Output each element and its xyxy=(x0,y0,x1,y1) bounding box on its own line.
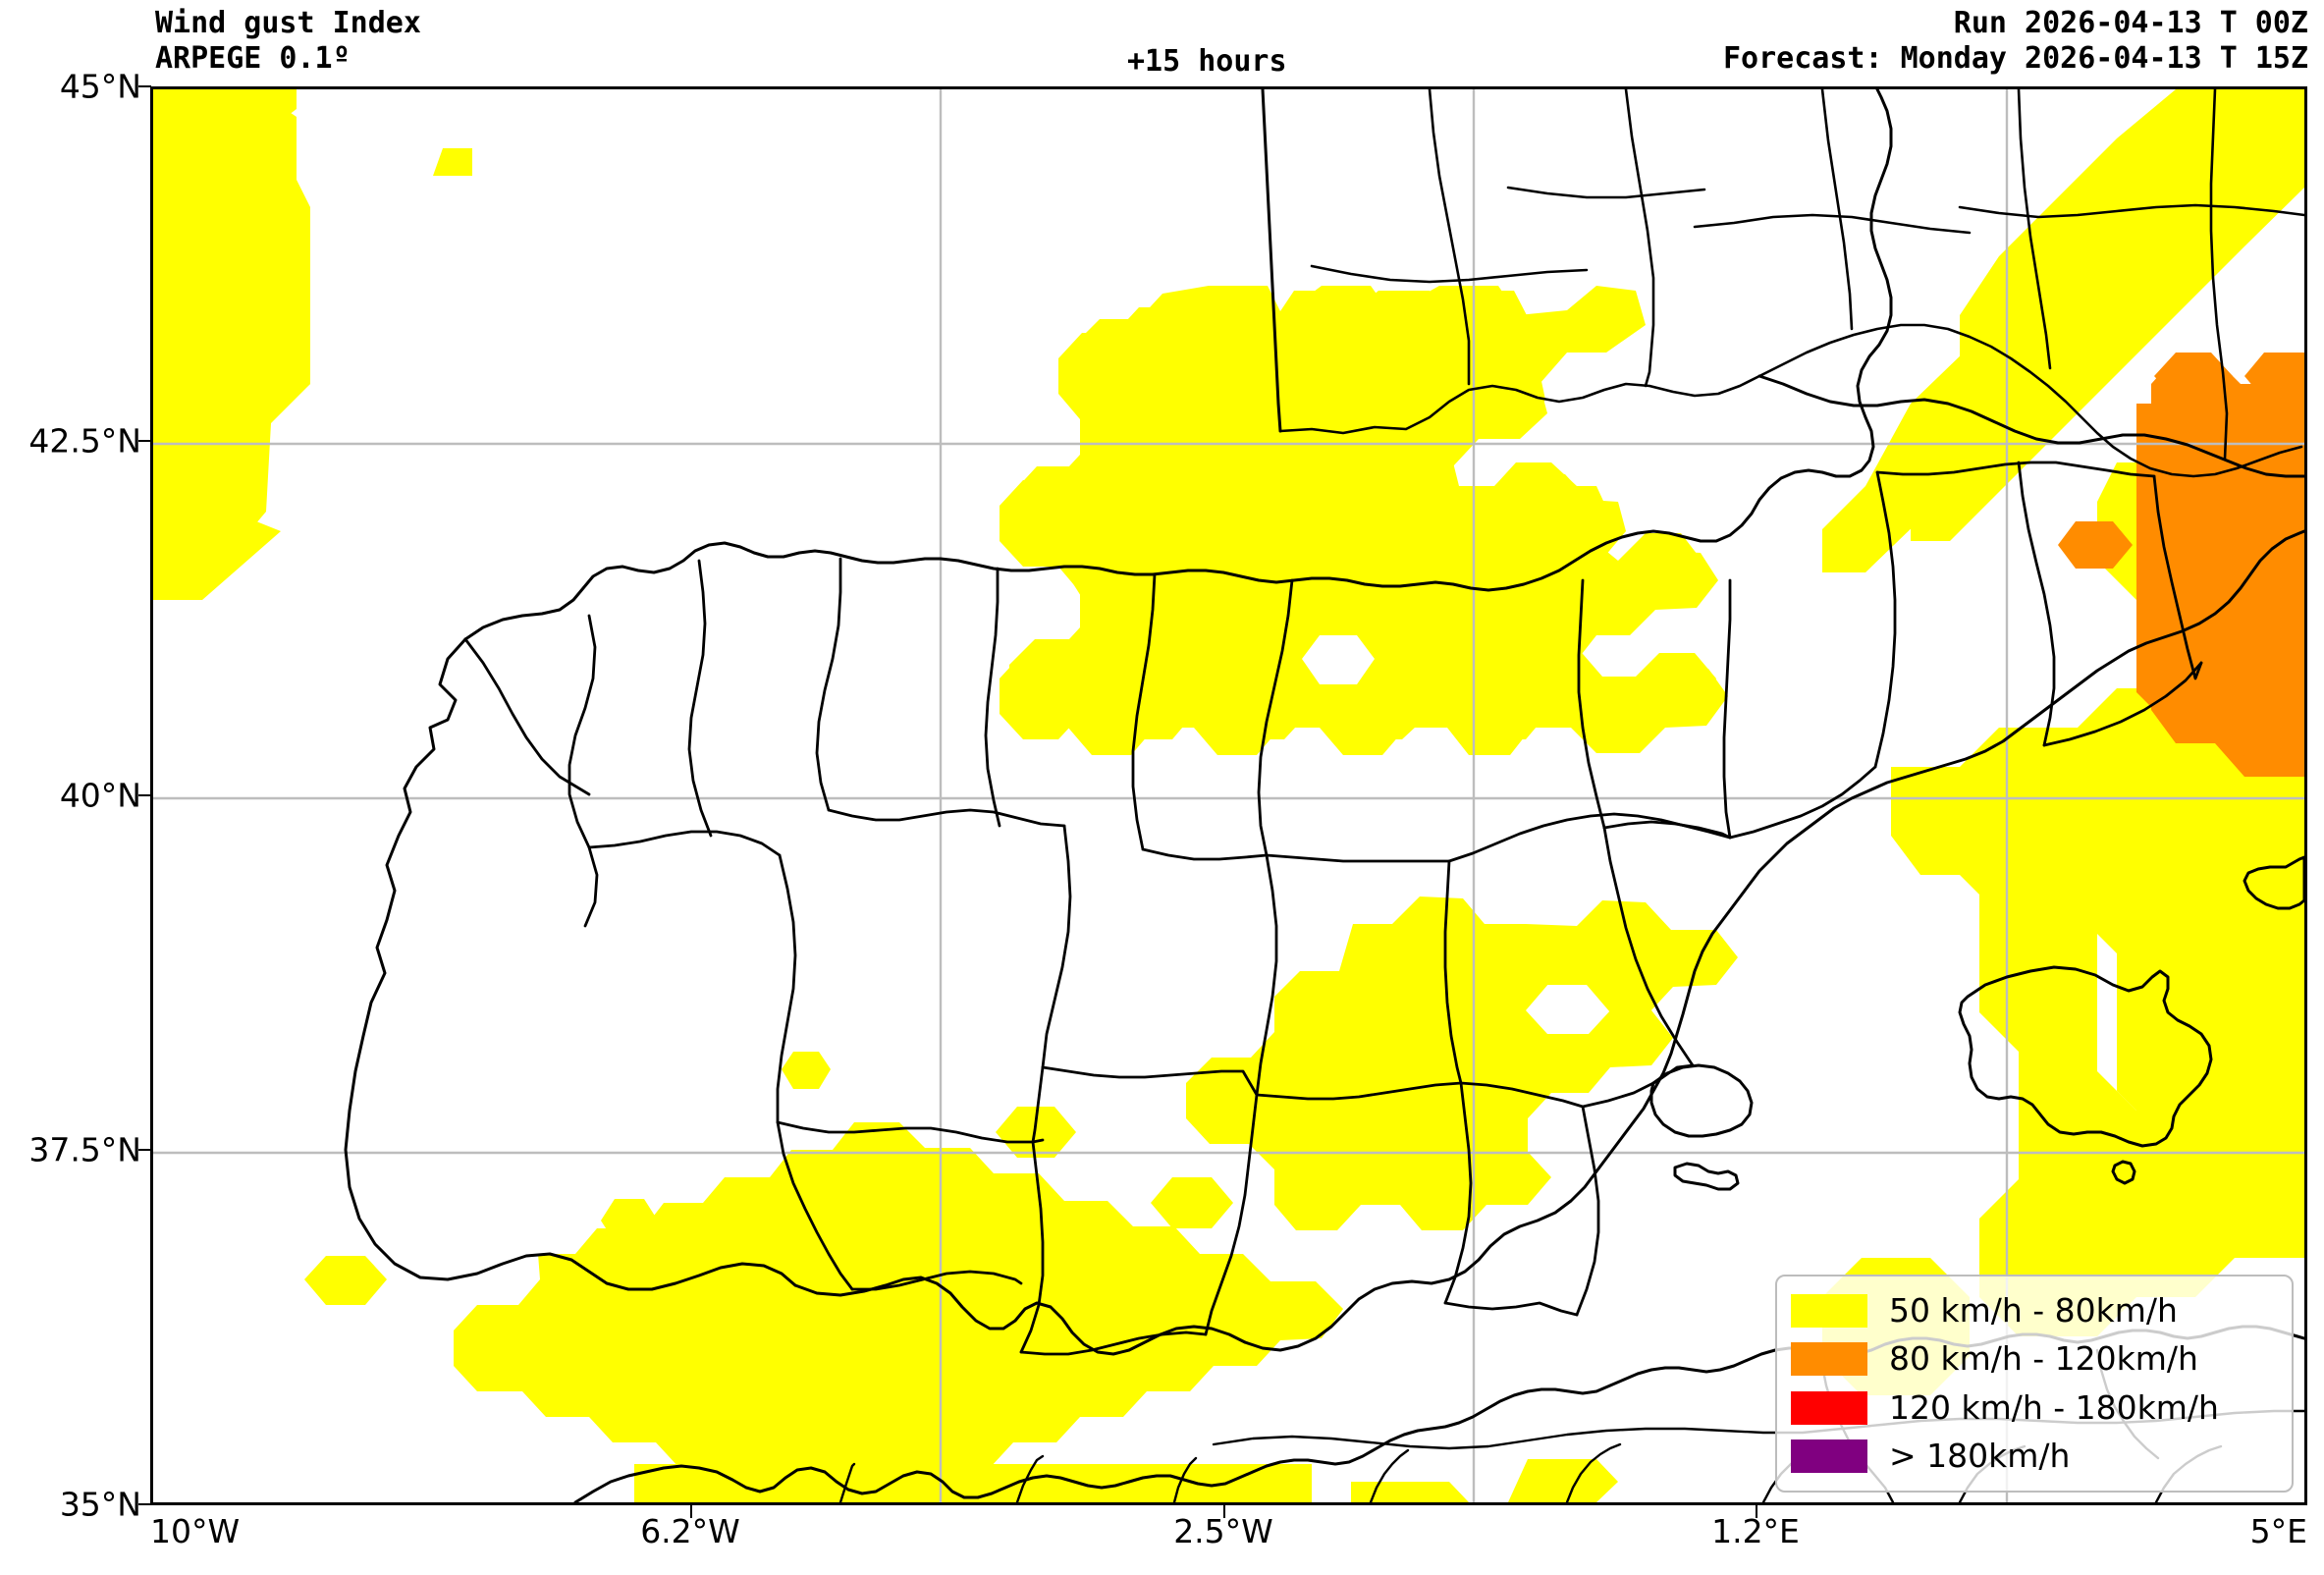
gust-area-50-80 xyxy=(433,148,472,176)
coastline-cantabrian xyxy=(463,89,1893,641)
gust-area-80-120 xyxy=(2154,353,2233,400)
x-tick-label-1-2e: 1.2°E xyxy=(1711,1512,1800,1550)
model-name: ARPEGE 0.1º xyxy=(155,41,351,76)
legend-label-50-80: 50 km/h - 80km/h xyxy=(1889,1291,2178,1330)
header-right-block: Run 2026-04-13 T 00Z Forecast: Monday 20… xyxy=(1723,6,2308,77)
x-tick-mark xyxy=(690,1505,692,1518)
x-tick-mark xyxy=(1223,1505,1225,1518)
gridline-layer xyxy=(153,89,2304,1502)
x-tick-label-2-5w: 2.5°W xyxy=(1173,1512,1273,1550)
x-tick-label-6-2w: 6.2°W xyxy=(640,1512,740,1550)
y-tick-mark xyxy=(138,85,151,87)
gust-shading-layer xyxy=(153,89,2304,1502)
coastline-menorca xyxy=(2243,855,2304,910)
legend-label-80-120: 80 km/h - 120km/h xyxy=(1889,1339,2198,1379)
gust-area-80-120 xyxy=(2136,404,2304,767)
legend-item-80-120: 80 km/h - 120km/h xyxy=(1791,1336,2278,1382)
gust-area-50-80 xyxy=(1508,1459,1618,1502)
legend-box[interactable]: 50 km/h - 80km/h 80 km/h - 120km/h 120 k… xyxy=(1775,1275,2294,1493)
gust-area-50-80 xyxy=(454,1122,1343,1494)
coastline-cabrera xyxy=(2111,1160,2136,1185)
coastline-formentera xyxy=(1673,1162,1740,1191)
coastline-iberia xyxy=(344,637,797,1291)
legend-swatch-purple xyxy=(1791,1439,1867,1473)
legend-item-50-80: 50 km/h - 80km/h xyxy=(1791,1288,2278,1333)
border-spain-france xyxy=(1757,374,2304,478)
gust-area-50-80 xyxy=(782,1052,831,1089)
y-tick-mark xyxy=(138,440,151,442)
legend-swatch-red xyxy=(1791,1390,1867,1425)
y-tick-label-37-5n: 37.5°N xyxy=(28,1130,141,1169)
gust-area-80-120 xyxy=(2058,521,2133,569)
y-tick-mark xyxy=(138,794,151,796)
legend-item-gt-180: > 180km/h xyxy=(1791,1434,2278,1479)
gust-area-50-80 xyxy=(1891,688,2304,1169)
gust-area-50-80 xyxy=(304,1256,387,1305)
legend-label-gt-180: > 180km/h xyxy=(1889,1436,2071,1475)
gust-area-50-80 xyxy=(601,1199,658,1242)
gust-area-50-80 xyxy=(1979,777,2304,1336)
gust-area-50-80 xyxy=(1351,1482,1469,1502)
lead-time-label: +15 hours xyxy=(1127,44,1287,79)
gust-area-50-80 xyxy=(1526,900,1738,1012)
legend-swatch-orange xyxy=(1791,1342,1867,1377)
header-left-block: Wind gust Index ARPEGE 0.1º xyxy=(155,6,421,77)
y-tick-mark xyxy=(138,1503,151,1505)
y-tick-label-40n: 40°N xyxy=(59,776,141,815)
gust-area-50-80 xyxy=(1151,639,1206,682)
coastline-ibiza xyxy=(1649,1063,1754,1138)
x-tick-label-5e: 5°E xyxy=(2249,1512,2307,1550)
coastline-france-atlantic xyxy=(1261,89,1282,433)
legend-item-120-180: 120 km/h - 180km/h xyxy=(1791,1385,2278,1431)
gust-area-50-80 xyxy=(1009,286,1728,755)
x-tick-label-10w: 10°W xyxy=(150,1512,241,1550)
forecast-label: Forecast: Monday 2026-04-13 T 15Z xyxy=(1722,41,2308,76)
gust-area-80-120 xyxy=(2244,353,2304,400)
gust-area-50-80 xyxy=(153,89,310,575)
gust-area-50-80 xyxy=(634,1464,1312,1502)
legend-swatch-yellow xyxy=(1791,1294,1867,1328)
gust-area-50-80 xyxy=(880,1205,972,1254)
gust-area-50-80 xyxy=(1151,1177,1233,1228)
run-label: Run 2026-04-13 T 00Z xyxy=(1953,6,2308,40)
y-tick-label-45n: 45°N xyxy=(59,67,141,106)
x-tick-mark xyxy=(1756,1505,1757,1518)
y-tick-label-35n: 35°N xyxy=(59,1485,141,1524)
page-title: Wind gust Index xyxy=(155,6,421,40)
map-hole xyxy=(1302,635,1375,684)
coastline-mallorca xyxy=(1958,965,2213,1148)
legend-label-120-180: 120 km/h - 180km/h xyxy=(1889,1387,2219,1427)
gust-area-50-80 xyxy=(1186,896,1673,1230)
y-tick-label-42-5n: 42.5°N xyxy=(28,421,141,461)
border-france-departments xyxy=(1278,89,2304,478)
y-tick-mark xyxy=(138,1149,151,1151)
